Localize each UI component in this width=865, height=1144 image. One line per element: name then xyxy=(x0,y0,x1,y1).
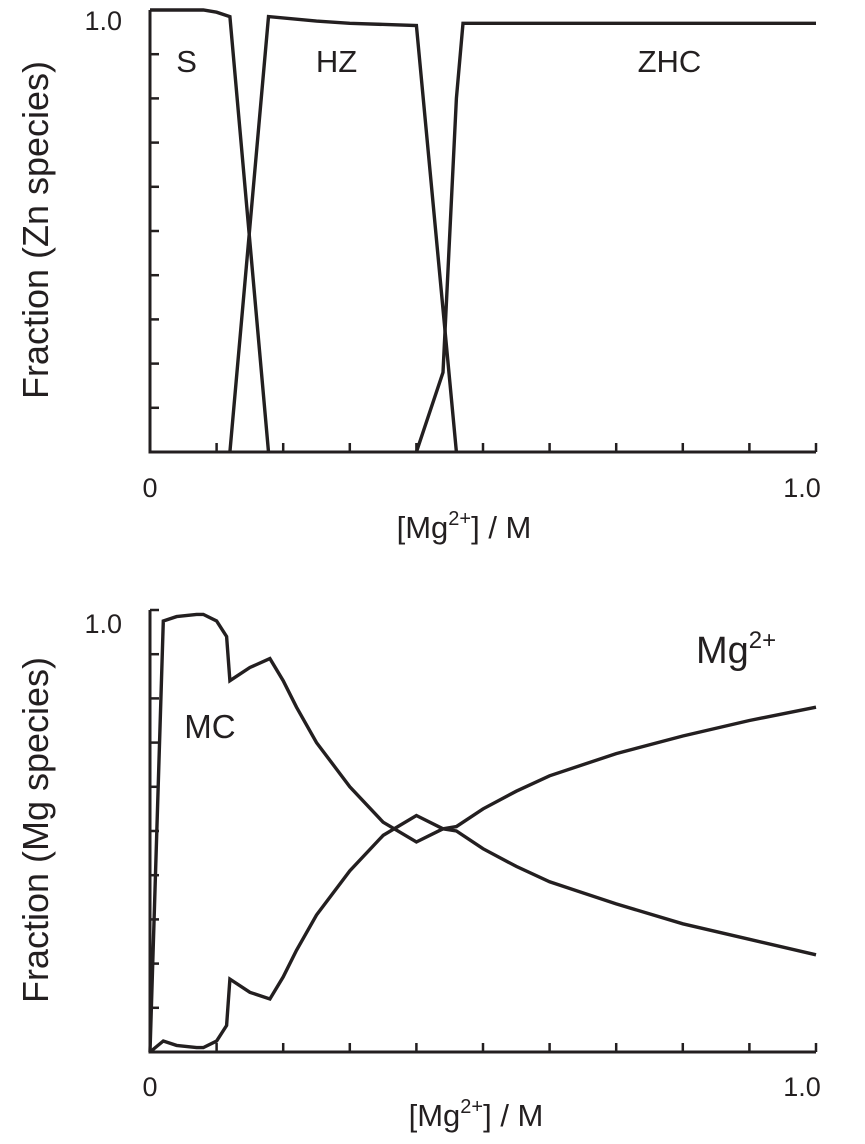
mg-series-group xyxy=(148,612,817,1054)
zn-series-line-3 xyxy=(414,21,816,453)
zn-species-panel: S HZ ZHC 0 1.0 1.0 Fraction (Zn species) [Mg… xyxy=(15,6,821,545)
zn-x-axis-label-close: ] / M xyxy=(471,510,531,545)
zn-series-group xyxy=(150,8,816,453)
zn-x-tick-label: 0 xyxy=(142,473,157,503)
zn-x-axis-label: [Mg2+] / M xyxy=(397,508,532,545)
mg-series-label-text: MC xyxy=(184,708,235,745)
zn-y-tick-label: 1.0 xyxy=(84,6,122,36)
zn-region-label-s: S xyxy=(176,44,197,79)
mg-series-line-2 xyxy=(148,705,817,1054)
mg-x-axis-label-open: [Mg xyxy=(409,1098,461,1133)
zn-x-tick-label: 1.0 xyxy=(783,473,821,503)
mg-x-axis-label-close: ] / M xyxy=(483,1098,543,1133)
mg-series-label-sup: 2+ xyxy=(749,627,776,654)
zn-series-line-1 xyxy=(150,8,271,453)
zn-region-label-zhc: ZHC xyxy=(638,44,702,79)
mg-x-tick-label: 0 xyxy=(142,1072,157,1102)
zn-axes: 0 1.0 1.0 xyxy=(84,6,820,503)
mg-axes: 0 1.0 1.0 xyxy=(84,608,821,1102)
zn-region-label-hz: HZ xyxy=(316,44,357,79)
mg-series-label-2: Mg2+ xyxy=(696,627,776,672)
mg-series-label-text: Mg xyxy=(696,630,749,672)
zn-y-axis-label: Fraction (Zn species) xyxy=(15,61,56,399)
mg-x-axis-label-sup: 2+ xyxy=(460,1096,483,1118)
mg-x-tick-label: 1.0 xyxy=(783,1072,821,1102)
zn-x-axis-label-open: [Mg xyxy=(397,510,449,545)
mg-series-labels: MC Mg2+ xyxy=(184,627,776,745)
mg-series-line-1 xyxy=(148,612,817,1053)
zn-region-labels: S HZ ZHC xyxy=(176,44,701,79)
zn-series-line-2 xyxy=(228,14,459,453)
mg-y-axis-label: Fraction (Mg species) xyxy=(15,657,56,1003)
zn-x-axis-label-sup: 2+ xyxy=(448,508,471,530)
mg-y-tick-label: 1.0 xyxy=(84,609,122,639)
mg-series-label-1: MC xyxy=(184,708,235,745)
mg-x-axis-label: [Mg2+] / M xyxy=(409,1096,544,1133)
